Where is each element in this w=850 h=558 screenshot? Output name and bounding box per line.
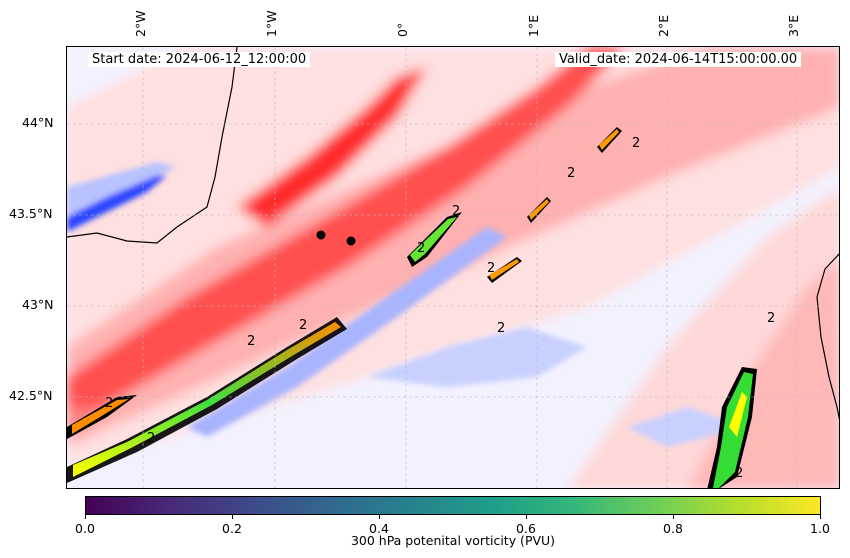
colorbar-tick-label: 0.2 bbox=[222, 521, 242, 536]
contour-labels: 2 2 2 2 2 2 2 2 2 2 2 2 bbox=[105, 136, 775, 481]
contour-label: 2 bbox=[299, 318, 307, 333]
coastlines bbox=[67, 47, 839, 421]
contour-label: 2 bbox=[632, 136, 640, 151]
start-date-label: Start date: 2024-06-12_12:00:00 bbox=[88, 52, 311, 67]
valid-date-label: Valid_date: 2024-06-14T15:00:00.00 bbox=[555, 52, 802, 67]
lon-tick-label: 3°E bbox=[786, 14, 801, 37]
colorbar-tick-label: 1.0 bbox=[810, 521, 830, 536]
pv-field-map: 2 2 2 2 2 2 2 2 2 2 2 2 bbox=[67, 47, 839, 488]
contour-label: 2 bbox=[767, 311, 775, 326]
contour-label: 2 bbox=[567, 166, 575, 181]
pv-filaments bbox=[67, 127, 757, 488]
lon-tick-label: 0° bbox=[395, 22, 410, 37]
lon-tick-label: 1°W bbox=[264, 10, 279, 37]
lon-tick-label: 2°W bbox=[133, 10, 148, 37]
colorbar-title: 300 hPa potenital vorticity (PVU) bbox=[350, 533, 556, 548]
contour-label: 2 bbox=[497, 321, 505, 336]
negative-pv-bands bbox=[67, 162, 747, 447]
colorbar bbox=[85, 496, 821, 515]
colorbar-tick bbox=[673, 515, 674, 519]
lat-tick-label: 42.5°N bbox=[9, 388, 53, 403]
lat-tick-label: 43°N bbox=[22, 297, 54, 312]
station-marker bbox=[346, 236, 356, 246]
colorbar-tick bbox=[820, 515, 821, 519]
station-marker bbox=[316, 230, 326, 240]
colorbar-tick-label: 0.0 bbox=[75, 521, 95, 536]
colorbar-tick bbox=[232, 515, 233, 519]
colorbar-tick-label: 0.4 bbox=[369, 521, 389, 536]
lon-tick-label: 2°E bbox=[656, 14, 671, 37]
contour-label: 2 bbox=[735, 466, 743, 481]
contour-label: 2 bbox=[105, 396, 113, 411]
map-panel: 2 2 2 2 2 2 2 2 2 2 2 2 bbox=[66, 46, 840, 489]
lon-tick-label: 1°E bbox=[526, 14, 541, 37]
contour-label: 2 bbox=[247, 334, 255, 349]
colorbar-tick bbox=[526, 515, 527, 519]
colorbar-tick bbox=[85, 515, 86, 519]
colorbar-tick-label: 0.8 bbox=[663, 521, 683, 536]
contour-label: 2 bbox=[452, 204, 460, 219]
lat-tick-label: 43.5°N bbox=[9, 206, 53, 221]
contour-label: 2 bbox=[487, 261, 495, 276]
contour-label: 2 bbox=[417, 241, 425, 256]
colorbar-tick bbox=[379, 515, 380, 519]
lat-tick-label: 44°N bbox=[22, 115, 54, 130]
graticule bbox=[67, 47, 839, 488]
contour-label: 2 bbox=[147, 431, 155, 446]
colorbar-tick-label: 0.6 bbox=[516, 521, 536, 536]
